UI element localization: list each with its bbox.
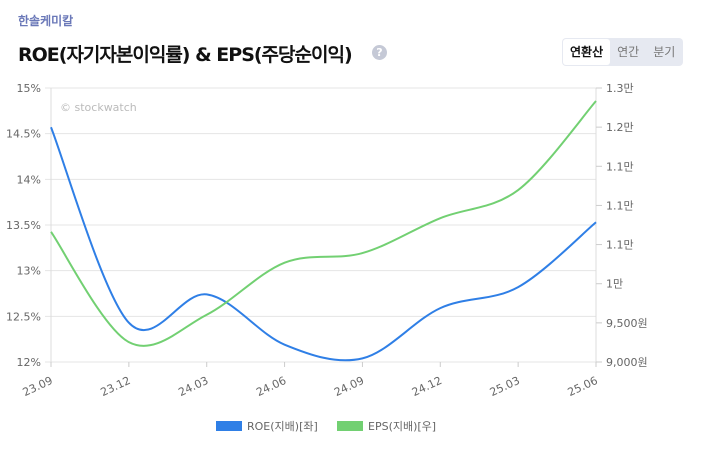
x-tick-label: 23.09 — [21, 374, 55, 399]
series-line-eps — [50, 100, 597, 347]
right-tick-label: 9,500원 — [606, 317, 648, 330]
company-name: 한솔케미칼 — [18, 14, 74, 28]
x-tick-label: 24.09 — [332, 374, 366, 399]
left-tick-label: 12.5% — [6, 310, 41, 323]
right-tick-label: 1.3만 — [606, 82, 634, 95]
x-tick-label: 24.06 — [254, 374, 288, 399]
tab-quarterly[interactable]: 분기 — [653, 45, 676, 59]
x-tick-label: 23.12 — [99, 374, 133, 399]
left-tick-label: 14.5% — [6, 128, 41, 141]
legend-label: ROE(지배)[좌] — [247, 420, 318, 433]
left-tick-label: 12% — [17, 356, 41, 369]
x-tick-label: 24.12 — [410, 374, 444, 399]
right-tick-label: 1.1만 — [606, 199, 634, 212]
left-tick-label: 13% — [17, 265, 41, 278]
right-tick-label: 1.1만 — [606, 160, 634, 173]
period-tabs: 연환산 연간 분기 — [562, 38, 684, 66]
watermark: © stockwatch — [60, 101, 137, 114]
x-tick-label: 24.03 — [176, 374, 210, 399]
tab-annual[interactable]: 연간 — [617, 45, 640, 59]
legend-swatch — [216, 421, 242, 431]
legend-swatch — [337, 421, 363, 431]
x-tick-label: 25.03 — [488, 374, 522, 399]
tab-annualized[interactable]: 연환산 — [563, 39, 611, 65]
page-title: ROE(자기자본이익률) & EPS(주당순이익) — [18, 44, 353, 66]
right-tick-label: 1만 — [606, 278, 623, 291]
x-tick-label: 25.06 — [566, 374, 600, 399]
series-line-roe — [50, 126, 597, 362]
right-tick-label: 1.1만 — [606, 239, 634, 252]
left-tick-label: 14% — [17, 173, 41, 186]
right-tick-label: 9,000원 — [606, 356, 648, 369]
right-tick-label: 1.2만 — [606, 121, 634, 134]
left-tick-label: 13.5% — [6, 219, 41, 232]
legend-label: EPS(지배)[우] — [368, 420, 436, 433]
help-icon[interactable]: ? — [372, 45, 387, 60]
left-tick-label: 15% — [17, 82, 41, 95]
